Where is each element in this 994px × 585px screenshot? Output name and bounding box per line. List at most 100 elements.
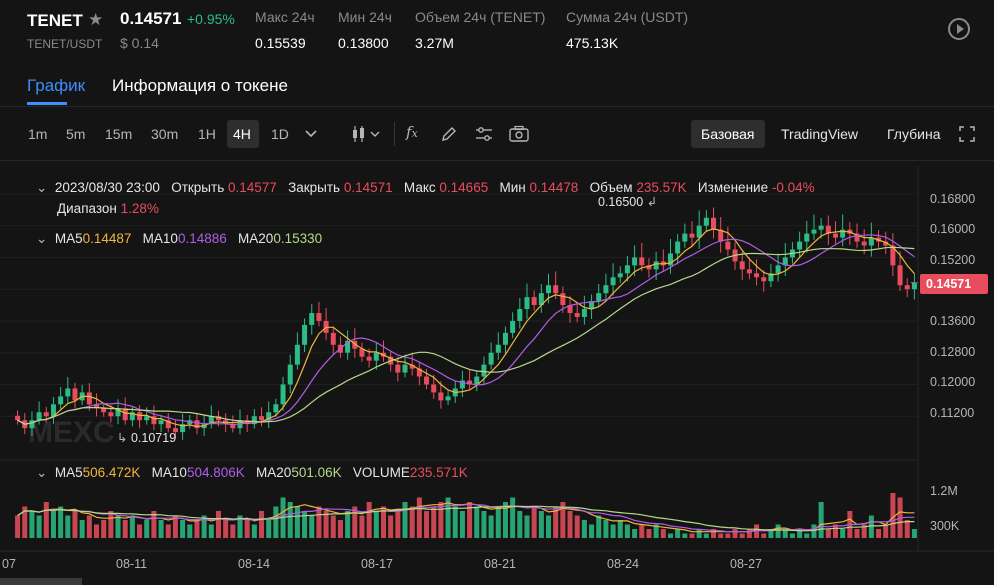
collapse-chevron-icon[interactable]: ⌄: [36, 231, 48, 246]
price-chart[interactable]: MEXC: [0, 166, 994, 585]
candle-type-icon[interactable]: [351, 124, 383, 144]
candle-body: [545, 285, 552, 294]
fullscreen-icon[interactable]: [958, 125, 976, 143]
candle-body: [868, 237, 874, 246]
star-icon[interactable]: ★: [88, 10, 104, 29]
volume-bar: [424, 511, 430, 538]
collapse-chevron-icon[interactable]: ⌄: [36, 465, 48, 480]
interval-15m[interactable]: 15m: [105, 126, 133, 142]
volume-bar: [402, 502, 408, 538]
candle-body: [244, 420, 250, 425]
ohlc-open-label: Открыть: [171, 180, 225, 195]
volume-bar: [215, 511, 221, 538]
candle-body: [667, 253, 673, 266]
volume-bar: [725, 533, 731, 538]
volume-bar: [639, 524, 645, 538]
ohlc-close: 0.14571: [343, 180, 393, 195]
view-basic-button[interactable]: Базовая: [691, 120, 765, 148]
range-value: 1.28%: [120, 201, 159, 216]
vol-value: 235.571K: [409, 465, 468, 480]
interval-4h[interactable]: 4H: [233, 126, 251, 142]
candle-body: [50, 404, 56, 417]
volume-bar: [840, 529, 846, 538]
watermark: MEXC: [28, 416, 115, 449]
volume-bar: [58, 506, 64, 538]
volume-bar: [868, 515, 874, 538]
volume-bar: [65, 515, 71, 538]
volume-bar: [797, 529, 803, 538]
chevron-down-icon[interactable]: [303, 126, 319, 142]
candle-body: [761, 277, 767, 282]
interval-1m[interactable]: 1m: [28, 126, 48, 142]
volume-bar: [244, 520, 250, 538]
volume-bar: [22, 506, 28, 538]
volume-bar: [380, 506, 387, 538]
ohlc-change: -0.04%: [771, 180, 815, 195]
candle-body: [560, 293, 566, 306]
volume-bar: [158, 520, 164, 538]
volume-bar: [251, 524, 257, 538]
volume-bar: [230, 524, 236, 538]
volume-bar: [610, 524, 616, 538]
volume-bar: [646, 529, 652, 538]
candle-body: [373, 352, 379, 361]
interval-5m[interactable]: 5m: [66, 126, 86, 142]
candle-body: [180, 424, 186, 433]
volume-bar: [617, 520, 623, 538]
volume-bar: [187, 524, 193, 538]
ohlc-low-label: Мин: [499, 180, 526, 195]
volume-bar: [137, 524, 143, 538]
chart-area[interactable]: MEXC ⌄ 2023/08/30 23:00 Открыть 0.14577 …: [0, 166, 994, 585]
candle-body: [29, 420, 35, 429]
candle-body: [416, 368, 422, 377]
collapse-chevron-icon[interactable]: ⌄: [36, 180, 48, 195]
candle-body: [775, 265, 781, 274]
indicator-fx-icon[interactable]: fx: [406, 123, 418, 141]
volume-bar: [567, 511, 573, 538]
volume-bar: [323, 511, 329, 538]
tab-chart[interactable]: График: [27, 76, 86, 95]
candle-body: [832, 233, 839, 238]
ma10-label: MA10: [142, 231, 178, 246]
candle-body: [65, 388, 71, 397]
high-marker-value: 0.16500: [598, 195, 644, 209]
volume-bar: [302, 511, 308, 538]
candle-body: [524, 297, 530, 310]
volume-bar: [172, 515, 178, 538]
ohlc-low: 0.14478: [529, 180, 579, 195]
tab-indicator: [27, 102, 67, 105]
candle-body: [208, 416, 214, 425]
camera-icon[interactable]: [508, 125, 530, 143]
volume-bar: [481, 511, 487, 538]
x-axis-label: 08-14: [238, 557, 270, 571]
candle-body: [510, 320, 516, 333]
candle-body: [811, 229, 817, 234]
candle-body: [467, 380, 473, 385]
interval-30m[interactable]: 30m: [151, 126, 179, 142]
candle-body: [43, 412, 49, 417]
interval-1h[interactable]: 1H: [198, 126, 216, 142]
candle-body: [739, 261, 745, 270]
volume-bar: [352, 506, 358, 538]
scrollbar[interactable]: [0, 578, 82, 585]
view-depth-button[interactable]: Глубина: [887, 126, 941, 142]
candle-body: [725, 241, 731, 250]
volume-bar: [861, 524, 867, 538]
candle-body: [768, 273, 774, 282]
pencil-icon[interactable]: [440, 125, 458, 143]
settings-sliders-icon[interactable]: [474, 125, 494, 143]
volume-bar: [739, 533, 745, 538]
view-tradingview-button[interactable]: TradingView: [781, 126, 859, 142]
candle-body: [646, 265, 652, 270]
volume-bar: [502, 502, 508, 538]
tab-token-info[interactable]: Информация о токене: [112, 76, 288, 95]
play-icon[interactable]: [948, 18, 970, 40]
candle-body: [72, 388, 78, 401]
volume-bar: [273, 506, 279, 538]
volume-bar: [553, 506, 559, 538]
candle-body: [108, 412, 114, 417]
interval-1d[interactable]: 1D: [271, 126, 289, 142]
volume-bar: [43, 502, 49, 538]
volume-bar: [488, 515, 494, 538]
volume-bar: [287, 502, 293, 538]
